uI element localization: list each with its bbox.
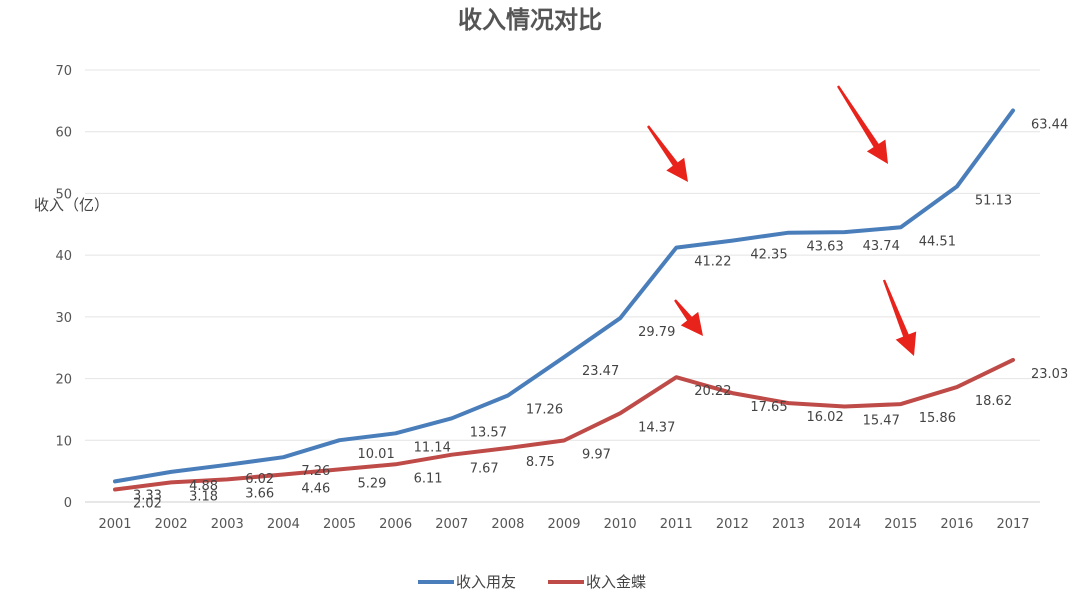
x-tick-label: 2015 — [884, 517, 917, 532]
x-tick-label: 2004 — [267, 517, 300, 532]
x-tick-label: 2007 — [435, 517, 468, 532]
data-label: 20.22 — [694, 384, 731, 399]
data-label: 8.75 — [526, 455, 555, 470]
y-tick-label: 60 — [55, 126, 72, 141]
y-tick-label: 40 — [55, 249, 72, 264]
data-label: 3.66 — [245, 486, 274, 501]
x-tick-label: 2002 — [155, 517, 188, 532]
data-label: 63.44 — [1031, 117, 1068, 132]
x-tick-label: 2006 — [379, 517, 412, 532]
data-label: 3.18 — [189, 489, 218, 504]
legend-label: 收入金蝶 — [586, 573, 646, 591]
data-label: 18.62 — [975, 394, 1012, 409]
data-label: 9.97 — [582, 447, 611, 462]
series-line — [113, 357, 1015, 492]
label-layer: 3.33 4.88 6.02 7.26 10.01 11.14 13.57 17.26 23.4… — [133, 117, 1068, 511]
data-label: 23.03 — [1031, 367, 1068, 382]
y-tick-label: 0 — [64, 496, 72, 511]
x-tick-label: 2017 — [996, 517, 1029, 532]
y-axis-label: 收入（亿） — [34, 196, 109, 214]
data-label: 11.14 — [414, 440, 451, 455]
x-tick-label: 2003 — [211, 517, 244, 532]
data-label: 17.65 — [750, 400, 787, 415]
x-tick-label: 2011 — [660, 517, 693, 532]
y-tick-label: 20 — [55, 373, 72, 388]
y-tick-label: 50 — [55, 187, 72, 202]
data-label: 6.02 — [245, 472, 274, 487]
x-tick-label: 2014 — [828, 517, 861, 532]
data-label: 16.02 — [807, 410, 844, 425]
legend-label: 收入用友 — [456, 573, 516, 591]
data-label: 42.35 — [750, 248, 787, 263]
data-label: 2.02 — [133, 497, 162, 512]
data-label: 7.26 — [301, 464, 330, 479]
annotation-arrow — [647, 125, 688, 182]
annotation-arrow — [837, 85, 888, 164]
data-label: 14.37 — [638, 420, 675, 435]
chart-title: 收入情况对比 — [458, 6, 602, 34]
series-line — [113, 108, 1015, 484]
data-label: 29.79 — [638, 325, 675, 340]
x-tick-label: 2016 — [940, 517, 973, 532]
data-label: 13.57 — [470, 425, 507, 440]
x-tick-label: 2001 — [98, 517, 131, 532]
x-tick-label: 2012 — [716, 517, 749, 532]
data-label: 4.46 — [301, 481, 330, 496]
series-layer — [113, 108, 1015, 492]
data-label: 7.67 — [470, 462, 499, 477]
y-tick-label: 70 — [55, 64, 72, 79]
x-tick-label: 2009 — [547, 517, 580, 532]
legend: 收入用友 收入金蝶 — [418, 573, 646, 591]
data-label: 44.51 — [919, 234, 956, 249]
x-tick-label: 2005 — [323, 517, 356, 532]
data-label: 51.13 — [975, 193, 1012, 208]
data-label: 17.26 — [526, 402, 563, 417]
data-label: 43.74 — [863, 239, 900, 254]
data-label: 5.29 — [358, 476, 387, 491]
x-tick-label: 2010 — [604, 517, 637, 532]
data-label: 10.01 — [358, 447, 395, 462]
data-label: 15.47 — [863, 414, 900, 429]
data-label: 4.88 — [189, 479, 218, 494]
x-tick-label: 2013 — [772, 517, 805, 532]
y-tick-label: 30 — [55, 311, 72, 326]
data-label: 23.47 — [582, 364, 619, 379]
data-label: 3.33 — [133, 488, 162, 503]
data-label: 41.22 — [694, 255, 731, 270]
data-label: 43.63 — [807, 240, 844, 255]
axis-layer: 0 10 20 30 40 50 60 70 2001 2002 2003 2004 2005 2006 2… — [55, 64, 1029, 532]
data-label: 15.86 — [919, 411, 956, 426]
data-label: 6.11 — [414, 471, 443, 486]
annotation-layer — [647, 85, 917, 356]
x-tick-label: 2008 — [491, 517, 524, 532]
annotation-arrow — [674, 299, 703, 336]
grid-layer — [85, 69, 1040, 503]
y-tick-label: 10 — [55, 434, 72, 449]
annotation-arrow — [882, 279, 917, 356]
